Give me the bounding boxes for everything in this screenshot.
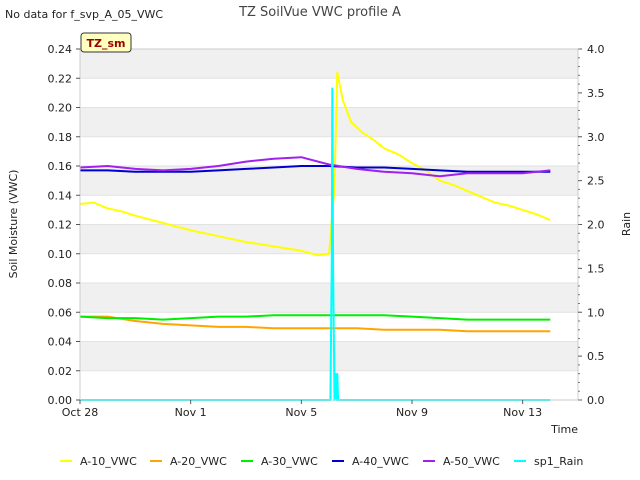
- y2-tick-label: 0.0: [587, 394, 605, 407]
- y-tick-label: 0.08: [48, 277, 73, 290]
- y2-tick-label: 3.5: [587, 87, 605, 100]
- x-tick-label: Oct 28: [62, 406, 99, 419]
- y2-axis-ticks: 0.0 0.5 1.0 1.5 2.0 2.5 3.0 3.5 4.0: [578, 43, 605, 407]
- grid-band: [80, 283, 578, 313]
- x-axis-ticks: Oct 28 Nov 1 Nov 5 Nov 9 Nov 13: [62, 400, 542, 419]
- y-tick-label: 0.16: [48, 160, 73, 173]
- grid-band: [80, 107, 578, 137]
- x-tick-label: Nov 13: [503, 406, 542, 419]
- legend-label: sp1_Rain: [534, 455, 583, 468]
- y2-tick-label: 2.0: [587, 219, 605, 232]
- x-tick-label: Nov 1: [175, 406, 207, 419]
- x-tick-label: Nov 5: [285, 406, 317, 419]
- x-tick-label: Nov 9: [396, 406, 428, 419]
- y2-tick-label: 1.0: [587, 306, 605, 319]
- legend: A-10_VWC A-20_VWC A-30_VWC A-40_VWC A-50_VWC…: [60, 455, 583, 468]
- grid-band: [80, 341, 578, 371]
- legend-label: A-40_VWC: [352, 455, 409, 468]
- y-tick-label: 0.04: [48, 336, 73, 349]
- y2-tick-label: 0.5: [587, 350, 605, 363]
- y-tick-label: 0.10: [48, 248, 73, 261]
- station-badge: TZ_sm: [80, 32, 132, 53]
- y-tick-label: 0.06: [48, 306, 73, 319]
- y-axis-ticks: 0.00 0.02 0.04 0.06 0.08 0.10 0.12 0.14 0.16 0.18…: [48, 43, 80, 407]
- y-tick-label: 0.02: [48, 365, 73, 378]
- series-line-a-40-vwc: [80, 165, 551, 173]
- series-line-a-20-vwc: [80, 315, 551, 333]
- series-line-a-10-vwc: [79, 71, 551, 257]
- x-axis-label: Time: [550, 423, 578, 436]
- no-data-note: No data for f_svp_A_05_VWC: [5, 8, 163, 21]
- legend-label: A-10_VWC: [80, 455, 137, 468]
- series-line-a-50-vwc: [79, 156, 551, 178]
- y2-tick-label: 4.0: [587, 43, 605, 56]
- y-tick-label: 0.12: [48, 219, 73, 232]
- y-axis-label: Soil Moisture (VWC): [7, 170, 20, 279]
- y2-tick-label: 1.5: [587, 262, 605, 275]
- y-tick-label: 0.22: [48, 72, 73, 85]
- series-line-a-30-vwc: [79, 314, 551, 321]
- station-badge-label: TZ_sm: [87, 37, 126, 50]
- y2-tick-label: 3.0: [587, 131, 605, 144]
- y2-tick-label: 2.5: [587, 175, 605, 188]
- y-tick-label: 0.14: [48, 189, 73, 202]
- legend-label: A-30_VWC: [261, 455, 318, 468]
- legend-label: A-50_VWC: [443, 455, 500, 468]
- y-tick-label: 0.18: [48, 131, 73, 144]
- chart-title: TZ SoilVue VWC profile A: [238, 5, 401, 20]
- y2-axis-label: Rain: [620, 212, 633, 236]
- y-tick-label: 0.24: [48, 43, 73, 56]
- y-tick-label: 0.00: [48, 394, 73, 407]
- y-tick-label: 0.20: [48, 102, 73, 115]
- grid-band: [80, 49, 578, 79]
- legend-label: A-20_VWC: [170, 455, 227, 468]
